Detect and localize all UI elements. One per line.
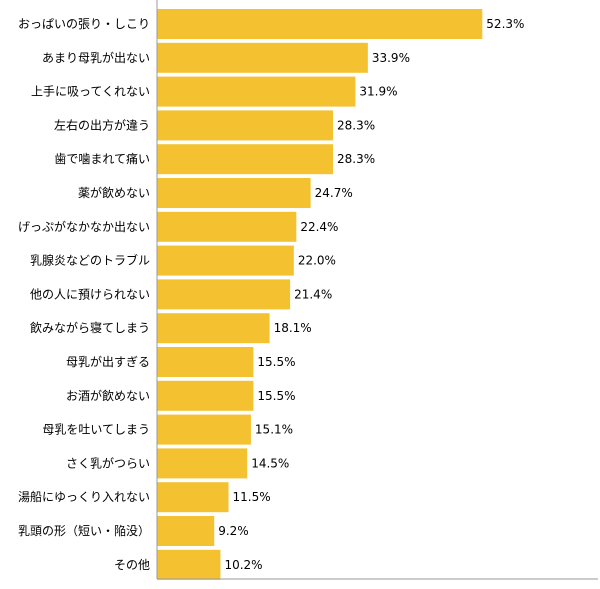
value-label-17: 10.2% — [224, 558, 262, 572]
value-label-11: 15.5% — [257, 355, 295, 369]
value-label-2: 33.9% — [372, 51, 410, 65]
value-label-6: 24.7% — [315, 186, 353, 200]
bar-7 — [157, 211, 297, 242]
category-label-13: 母乳を吐いてしまう — [42, 423, 150, 437]
value-label-14: 14.5% — [251, 456, 289, 470]
bar-17 — [157, 549, 221, 580]
category-label-15: 湯船にゆっくり入れない — [18, 490, 150, 504]
category-label-1: おっぱいの張り・しこり — [18, 17, 150, 31]
category-label-17: その他 — [114, 558, 150, 572]
value-label-1: 52.3% — [486, 17, 524, 31]
bar-14 — [157, 448, 248, 479]
bar-11 — [157, 347, 254, 377]
value-label-13: 15.1% — [255, 423, 293, 437]
category-label-14: さく乳がつらい — [66, 455, 150, 470]
bar-4 — [157, 110, 334, 141]
value-label-12: 15.5% — [257, 389, 295, 403]
bar-15 — [157, 482, 229, 513]
category-label-8: 乳腺炎などのトラブル — [30, 253, 150, 268]
value-label-15: 11.5% — [233, 490, 271, 504]
category-label-4: 左右の出方が違う — [54, 117, 150, 132]
value-label-4: 28.3% — [337, 118, 375, 132]
bar-10 — [157, 313, 270, 344]
category-label-5: 歯で噛まれて痛い — [54, 151, 150, 166]
bar-16 — [157, 516, 215, 546]
value-label-7: 22.4% — [300, 220, 338, 234]
category-label-10: 飲みながら寝てしまう — [30, 320, 150, 335]
bar-9 — [157, 279, 291, 310]
bar-1 — [157, 9, 483, 39]
value-label-10: 18.1% — [274, 321, 312, 335]
category-labels-group: おっぱいの張り・しこりあまり母乳が出ない上手に吸ってくれない左右の出方が違う歯で… — [18, 17, 150, 572]
bar-6 — [157, 178, 311, 208]
value-label-16: 9.2% — [218, 524, 249, 538]
category-label-2: あまり母乳が出ない — [42, 50, 150, 65]
bar-5 — [157, 144, 334, 175]
category-label-3: 上手に吸ってくれない — [31, 85, 150, 99]
category-label-12: お酒が飲めない — [66, 388, 150, 403]
bars-group — [157, 9, 483, 580]
bar-3 — [157, 76, 356, 107]
bar-2 — [157, 42, 368, 73]
category-label-16: 乳頭の形（短い・陥没） — [18, 523, 150, 538]
category-label-11: 母乳が出すぎる — [66, 354, 150, 369]
category-label-7: げっぷがなかなか出ない — [18, 219, 150, 234]
category-label-6: 薬が飲めない — [78, 185, 150, 200]
value-labels-group: 52.3% 33.9% 31.9% 28.3% 28.3% 24.7% 22.4% 22.0%… — [218, 17, 524, 572]
bar-13 — [157, 414, 251, 445]
bar-8 — [157, 245, 294, 276]
value-label-8: 22.0% — [298, 254, 336, 268]
value-label-9: 21.4% — [294, 287, 332, 301]
value-label-3: 31.9% — [359, 85, 397, 99]
bar-12 — [157, 380, 254, 411]
category-label-9: 他の人に預けられない — [30, 287, 150, 301]
value-label-5: 28.3% — [337, 152, 375, 166]
